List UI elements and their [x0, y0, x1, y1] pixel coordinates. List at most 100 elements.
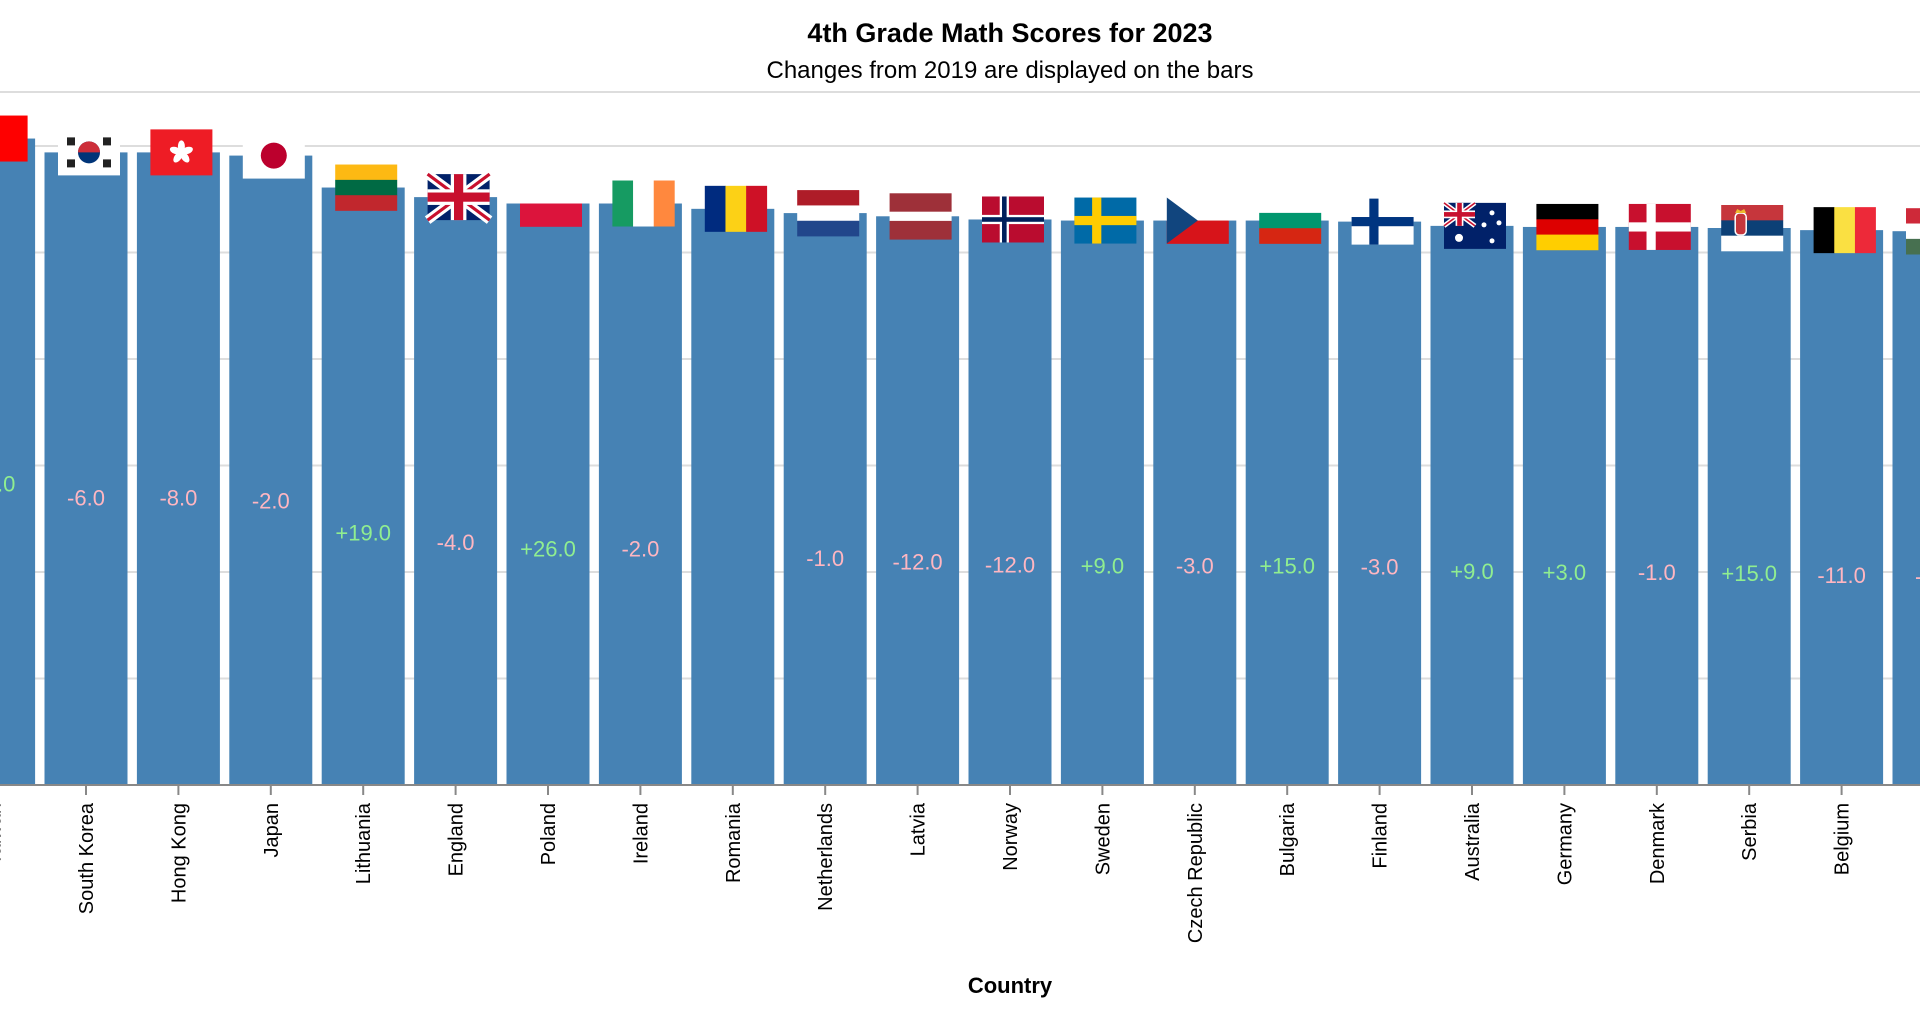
flag-petal — [169, 146, 182, 155]
change-label: -6.0 — [67, 485, 105, 510]
change-label: +8.0 — [0, 472, 15, 497]
flag-trigram — [67, 159, 75, 168]
change-label: -8.0 — [159, 485, 197, 510]
flag-icon-nl — [797, 190, 860, 237]
flag-icon-hk — [150, 129, 213, 176]
flag-icon-rs — [1721, 205, 1784, 252]
bar-czech-republic — [1153, 220, 1237, 786]
change-label: -3.0 — [1361, 555, 1399, 580]
flag-icon-no — [982, 196, 1044, 243]
bar-south-korea — [44, 152, 128, 785]
flag-icon-hu — [1906, 208, 1920, 255]
bar-taiwan — [0, 138, 36, 786]
x-tick-label: Japan — [261, 803, 283, 858]
flag-cross — [1074, 215, 1137, 226]
flag-stripe — [797, 220, 860, 237]
change-label: -1.0 — [1638, 560, 1676, 585]
flag-star — [1455, 233, 1463, 242]
flag-stripe — [1259, 228, 1322, 244]
change-label: -2.0 — [252, 489, 290, 514]
flag-stripe — [1721, 205, 1784, 221]
flag-cross — [1351, 217, 1414, 227]
bar-belgium — [1800, 230, 1884, 785]
change-label: -12.0 — [893, 549, 943, 574]
flag-sun — [260, 142, 287, 169]
flag-stripe — [1906, 238, 1920, 255]
bar-bulgaria — [1245, 220, 1329, 786]
x-tick-label: Belgium — [1832, 803, 1854, 875]
flag-stripe — [797, 190, 860, 206]
bar-ireland — [598, 203, 682, 785]
x-tick-label: Ireland — [630, 803, 652, 864]
flag-stripe — [653, 180, 675, 227]
chart-subtitle: Changes from 2019 are displayed on the b… — [767, 57, 1254, 84]
x-tick-label: Romania — [723, 802, 745, 883]
x-tick-label: Lithuania — [353, 802, 375, 884]
x-axis-ticks: Taiwan South Korea Hong Kong Japan Lithuania… — [0, 785, 1854, 943]
x-tick-label: Poland — [538, 803, 560, 865]
bar-hungary — [1892, 231, 1920, 785]
flags — [0, 115, 1920, 255]
flag-taeguk — [78, 141, 100, 153]
flag-icon-cz — [1166, 197, 1229, 244]
flag-stripe — [612, 180, 634, 227]
x-tick-label: Taiwan — [0, 803, 6, 865]
flag-icon-jp — [242, 132, 305, 179]
flag-icon-be — [1813, 207, 1876, 254]
x-tick-label: Finland — [1370, 803, 1392, 869]
change-label: -2.0 — [621, 537, 659, 562]
change-label: -11.0 — [1817, 563, 1866, 588]
flag-stripe — [889, 211, 952, 222]
x-tick-label: Bulgaria — [1277, 802, 1299, 876]
x-tick-label: Hong Kong — [168, 803, 190, 903]
change-label: +3.0 — [1543, 560, 1586, 585]
bar-lithuania — [321, 187, 405, 785]
flag-trigram — [67, 137, 75, 146]
x-tick-label: Czech Republic — [1185, 803, 1207, 943]
bar-japan — [229, 155, 313, 785]
flag-cross — [1444, 212, 1475, 217]
change-label: +15.0 — [1721, 561, 1777, 586]
flag-stripe — [889, 220, 952, 240]
change-label: +9.0 — [1450, 559, 1493, 584]
flag-cross — [1628, 222, 1691, 232]
flag-stripe — [1834, 207, 1856, 254]
change-label: +19.0 — [335, 521, 391, 546]
bar-finland — [1338, 221, 1422, 786]
x-tick-label: Germany — [1554, 803, 1576, 885]
flag-star — [1489, 238, 1495, 244]
flag-field — [0, 115, 28, 162]
flag-icon-se — [1074, 197, 1137, 244]
flag-stripe — [1536, 203, 1599, 220]
bar-sweden — [1060, 220, 1144, 786]
change-label: +9.0 — [1081, 554, 1124, 579]
x-tick-label: Denmark — [1647, 802, 1669, 884]
change-label: -3.0 — [1915, 564, 1920, 589]
change-label: -3.0 — [1176, 554, 1214, 579]
bar-norway — [968, 219, 1052, 786]
flag-stripe — [797, 205, 860, 222]
bar-hong-kong — [136, 152, 220, 785]
bar-romania — [691, 208, 775, 785]
flag-triangle — [1166, 197, 1198, 244]
flag-stripe — [1259, 212, 1322, 229]
flag-icon-dk — [1628, 203, 1691, 250]
flag-cross — [427, 192, 490, 202]
flag-stripe — [520, 203, 582, 227]
chart-title: 4th Grade Math Scores for 2023 — [807, 18, 1212, 48]
change-labels: +8.0 -6.0 -8.0 -2.0 +19.0 -4.0 +26.0 -2.0 -1.0 -1… — [0, 472, 1920, 590]
x-axis-title: Country — [968, 973, 1053, 998]
bar-netherlands — [783, 213, 867, 786]
flag-icon-pl — [520, 180, 582, 227]
flag-trigram — [103, 137, 111, 146]
flag-stripe — [725, 185, 747, 232]
flag-stripe — [633, 180, 655, 227]
flag-icon-lt — [335, 164, 398, 211]
flag-icon-ie — [612, 180, 675, 227]
flag-icon-gb — [424, 170, 493, 224]
x-tick-label: South Korea — [76, 802, 98, 914]
flag-stripe — [1854, 207, 1876, 254]
flag-icon-fi — [1351, 198, 1414, 245]
flag-cross — [982, 217, 1044, 222]
flag-crown — [1735, 209, 1747, 214]
